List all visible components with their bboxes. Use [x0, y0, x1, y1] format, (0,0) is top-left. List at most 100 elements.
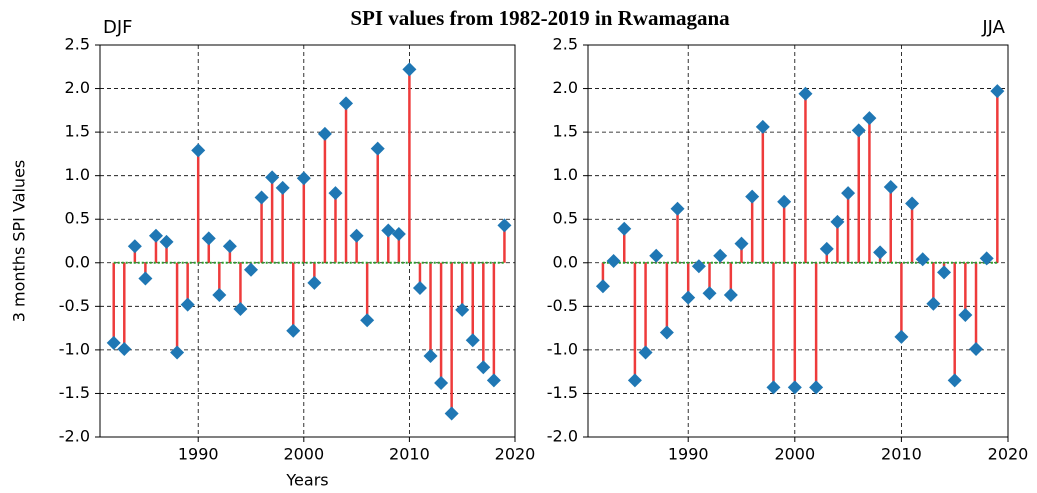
marker [339, 96, 354, 111]
y-tick-label: 2.5 [65, 35, 90, 54]
marker [702, 286, 717, 301]
marker [745, 189, 760, 204]
y-tick-label: 1.5 [65, 122, 90, 141]
marker [127, 239, 142, 254]
marker [423, 348, 438, 363]
marker [486, 373, 501, 388]
marker [201, 231, 216, 246]
marker [244, 262, 259, 277]
marker [787, 380, 802, 395]
y-tick-label: -1.0 [59, 339, 90, 358]
marker [905, 196, 920, 211]
marker [915, 252, 930, 267]
y-tick-label: 0.0 [65, 252, 90, 271]
y-axis-label: 3 months SPI Values [10, 160, 29, 323]
y-tick-label: -2.0 [59, 427, 90, 446]
x-tick-label: 1990 [668, 445, 709, 464]
marker [627, 373, 642, 388]
marker [617, 221, 632, 236]
marker [381, 223, 396, 238]
marker [969, 342, 984, 357]
y-tick-label: -1.5 [547, 383, 578, 402]
marker [106, 335, 121, 350]
marker [606, 254, 621, 269]
marker [254, 190, 269, 205]
marker [159, 234, 174, 249]
y-tick-label: 2.5 [553, 35, 578, 54]
marker [638, 345, 653, 360]
y-tick-label: 0.5 [553, 209, 578, 228]
marker [841, 186, 856, 201]
marker [777, 194, 792, 209]
y-tick-label: 1.0 [553, 165, 578, 184]
marker [296, 171, 311, 186]
marker [809, 380, 824, 395]
marker [307, 275, 322, 290]
marker [734, 236, 749, 251]
marker [979, 251, 994, 266]
y-tick-label: -2.0 [547, 427, 578, 446]
marker [873, 245, 888, 260]
marker [798, 86, 813, 101]
marker [819, 241, 834, 256]
marker [370, 141, 385, 156]
x-tick-label: 2020 [495, 445, 536, 464]
marker [444, 406, 459, 421]
marker [455, 302, 470, 317]
x-axis-label: Years [285, 471, 328, 490]
marker [391, 227, 406, 242]
y-tick-label: -1.0 [547, 339, 578, 358]
marker [755, 119, 770, 134]
x-tick-label: 2000 [283, 445, 324, 464]
marker [191, 143, 206, 158]
marker [476, 360, 491, 375]
marker [862, 111, 877, 126]
marker [990, 84, 1005, 99]
marker [360, 313, 375, 328]
marker [713, 248, 728, 263]
marker [349, 228, 364, 243]
plot-frame [587, 44, 1009, 438]
marker [317, 126, 332, 141]
figure-title: SPI values from 1982-2019 in Rwamagana [350, 6, 730, 30]
marker [286, 323, 301, 338]
marker [926, 296, 941, 311]
marker [212, 288, 227, 303]
plot-frame [99, 44, 516, 438]
marker [659, 325, 674, 340]
marker [670, 201, 685, 216]
marker [766, 380, 781, 395]
y-tick-label: 2.0 [65, 78, 90, 97]
marker [222, 239, 237, 254]
y-tick-label: -0.5 [547, 296, 578, 315]
y-tick-label: 1.5 [553, 122, 578, 141]
y-tick-label: 1.0 [65, 165, 90, 184]
marker [851, 123, 866, 138]
marker [233, 301, 248, 316]
marker [497, 218, 512, 233]
marker [595, 279, 610, 294]
y-tick-label: 0.5 [65, 209, 90, 228]
marker [434, 375, 449, 390]
marker [412, 281, 427, 296]
y-tick-label: -0.5 [59, 296, 90, 315]
x-tick-label: 2000 [774, 445, 815, 464]
marker [937, 265, 952, 280]
marker [691, 259, 706, 274]
marker [180, 297, 195, 312]
marker [894, 329, 909, 344]
marker [170, 345, 185, 360]
marker [883, 179, 898, 194]
marker [947, 373, 962, 388]
x-tick-label: 2010 [881, 445, 922, 464]
marker [148, 228, 163, 243]
marker [958, 308, 973, 323]
x-tick-label: 2010 [389, 445, 430, 464]
y-tick-label: 2.0 [553, 78, 578, 97]
marker [275, 180, 290, 195]
marker [465, 333, 480, 348]
y-tick-label: 0.0 [553, 252, 578, 271]
marker [723, 288, 738, 303]
marker [830, 214, 845, 229]
x-tick-label: 1990 [178, 445, 219, 464]
